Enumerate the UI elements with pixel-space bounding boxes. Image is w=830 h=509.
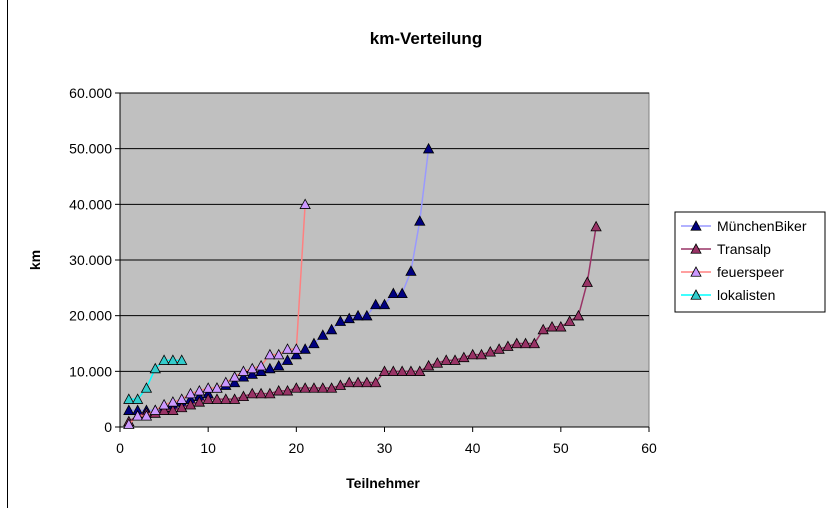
chart-title: km-Verteilung xyxy=(370,29,482,48)
x-tick-label: 60 xyxy=(641,440,657,456)
legend-label: MünchenBiker xyxy=(717,218,807,234)
legend-label: lokalisten xyxy=(717,287,775,303)
x-axis-ticks: 0 10 20 30 40 50 60 xyxy=(116,427,657,456)
y-tick-label: 10.000 xyxy=(69,363,112,379)
y-tick-label: 60.000 xyxy=(69,85,112,101)
y-tick-label: 0 xyxy=(104,419,112,435)
x-tick-label: 0 xyxy=(116,440,124,456)
y-tick-label: 50.000 xyxy=(69,141,112,157)
x-tick-label: 20 xyxy=(289,440,305,456)
y-tick-label: 40.000 xyxy=(69,196,112,212)
x-tick-label: 10 xyxy=(200,440,216,456)
y-tick-label: 30.000 xyxy=(69,252,112,268)
legend-label: Transalp xyxy=(717,241,771,257)
y-axis-ticks: 0 10.000 20.000 30.000 40.000 50.000 60.000 xyxy=(69,85,120,435)
x-tick-label: 40 xyxy=(465,440,481,456)
legend-label: feuerspeer xyxy=(717,264,784,280)
y-axis-title: km xyxy=(27,250,43,270)
legend: MünchenBiker Transalp feuerspeer lokalisten xyxy=(675,212,825,312)
y-tick-label: 20.000 xyxy=(69,308,112,324)
x-tick-label: 30 xyxy=(377,440,393,456)
x-tick-label: 50 xyxy=(553,440,569,456)
x-axis-title: Teilnehmer xyxy=(346,475,420,491)
